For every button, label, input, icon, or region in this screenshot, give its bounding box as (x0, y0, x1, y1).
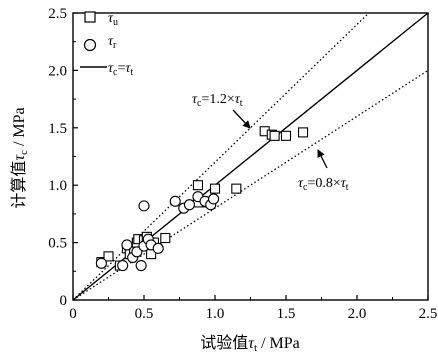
ann1-tau: τ (192, 92, 198, 107)
annotation-0-8: τc=0.8×τt (298, 149, 349, 193)
data-point-square (280, 130, 292, 141)
x-title-tau: τ (248, 335, 255, 352)
ann2-sub-c: c (303, 182, 308, 193)
annotation-0-8-text: τc=0.8×τt (298, 176, 349, 193)
data-point-square (160, 232, 171, 244)
x-tick-label: 1.5 (277, 306, 296, 322)
annotation-1-2-text: τc=1.2×τt (192, 92, 243, 109)
data-points (95, 126, 309, 272)
x-tick-label: 0 (69, 306, 77, 322)
x-title-sub: t (254, 342, 257, 354)
data-point-square (192, 180, 204, 191)
legend-eq-tau-c: τ (108, 61, 114, 76)
ann2-sub-t: t (346, 182, 349, 193)
y-title-sub: c (18, 150, 30, 155)
data-point-circle (135, 260, 147, 272)
y-tick-label: 2.5 (48, 6, 67, 22)
data-point-square (297, 127, 309, 138)
legend-eq-sub-c: c (113, 67, 118, 78)
annotation-0-8-arrow (317, 149, 328, 169)
y-tick-label: 1.5 (48, 121, 67, 137)
y-tick-label: 0 (60, 293, 68, 309)
data-point-square (269, 130, 280, 141)
y-title-tau: τ (11, 154, 28, 161)
legend-eq-sub-t: t (130, 67, 133, 78)
reference-line-2 (72, 12, 370, 301)
legend: τu τr τc=τt (80, 11, 133, 78)
x-axis-title: 试验值τt / MPa (200, 334, 299, 354)
ann2-tau-t: τ (341, 176, 347, 191)
data-point-square (231, 183, 242, 194)
legend-eq-tau-t: τ (125, 61, 131, 76)
y-tick-label: 0.5 (48, 236, 67, 252)
y-title-unit: / MPa (11, 107, 28, 150)
data-point-square (103, 251, 114, 262)
y-tick-label: 2.0 (48, 63, 67, 79)
y-tick-label: 1.0 (48, 178, 67, 194)
ann2-tau: τ (298, 176, 304, 191)
data-point-circle (95, 257, 107, 269)
data-point-circle (131, 246, 143, 258)
x-tick-label: 1.0 (206, 306, 225, 322)
legend-eq-equals: = (117, 61, 125, 76)
legend-label-tau-r: τr (108, 34, 117, 51)
data-point-circle (169, 195, 181, 207)
annotation-1-2-arrow (232, 109, 251, 129)
ann1-sub-c: c (197, 98, 202, 109)
x-title-unit: / MPa (257, 335, 300, 352)
axis-ticks: 00 0.5 0.5 1.0 1.0 1.5 1.5 2.0 2.0 2.5 2.5 (48, 6, 437, 322)
legend-label-tau-u-sub: u (113, 17, 118, 28)
data-point-circle (208, 193, 220, 205)
legend-circle-marker (83, 38, 97, 52)
data-point-circle (152, 242, 164, 254)
ann2-rest: =0.8× (307, 176, 340, 191)
data-point-circle (138, 200, 150, 212)
annotation-1-2: τc=1.2×τt (192, 92, 251, 129)
legend-label-equality: τc=τt (108, 61, 133, 78)
data-point-circle (117, 260, 129, 272)
reference-line-3 (72, 69, 429, 301)
data-point-circle (183, 199, 195, 211)
x-tick-label: 0.5 (135, 306, 154, 322)
x-tick-label: 2.0 (348, 306, 367, 322)
x-tick-label: 2.5 (419, 306, 438, 322)
y-axis-title: 计算值τc / MPa (9, 107, 30, 208)
ann1-tau-t: τ (235, 92, 241, 107)
data-point-circle (121, 239, 133, 251)
legend-label-tau-u: τu (108, 11, 118, 28)
legend-square-marker (84, 11, 96, 23)
ann1-sub-t: t (240, 98, 243, 109)
data-point-square (209, 183, 221, 194)
legend-label-tau-r-sub: r (113, 40, 117, 51)
ann1-rest: =1.2× (201, 92, 234, 107)
